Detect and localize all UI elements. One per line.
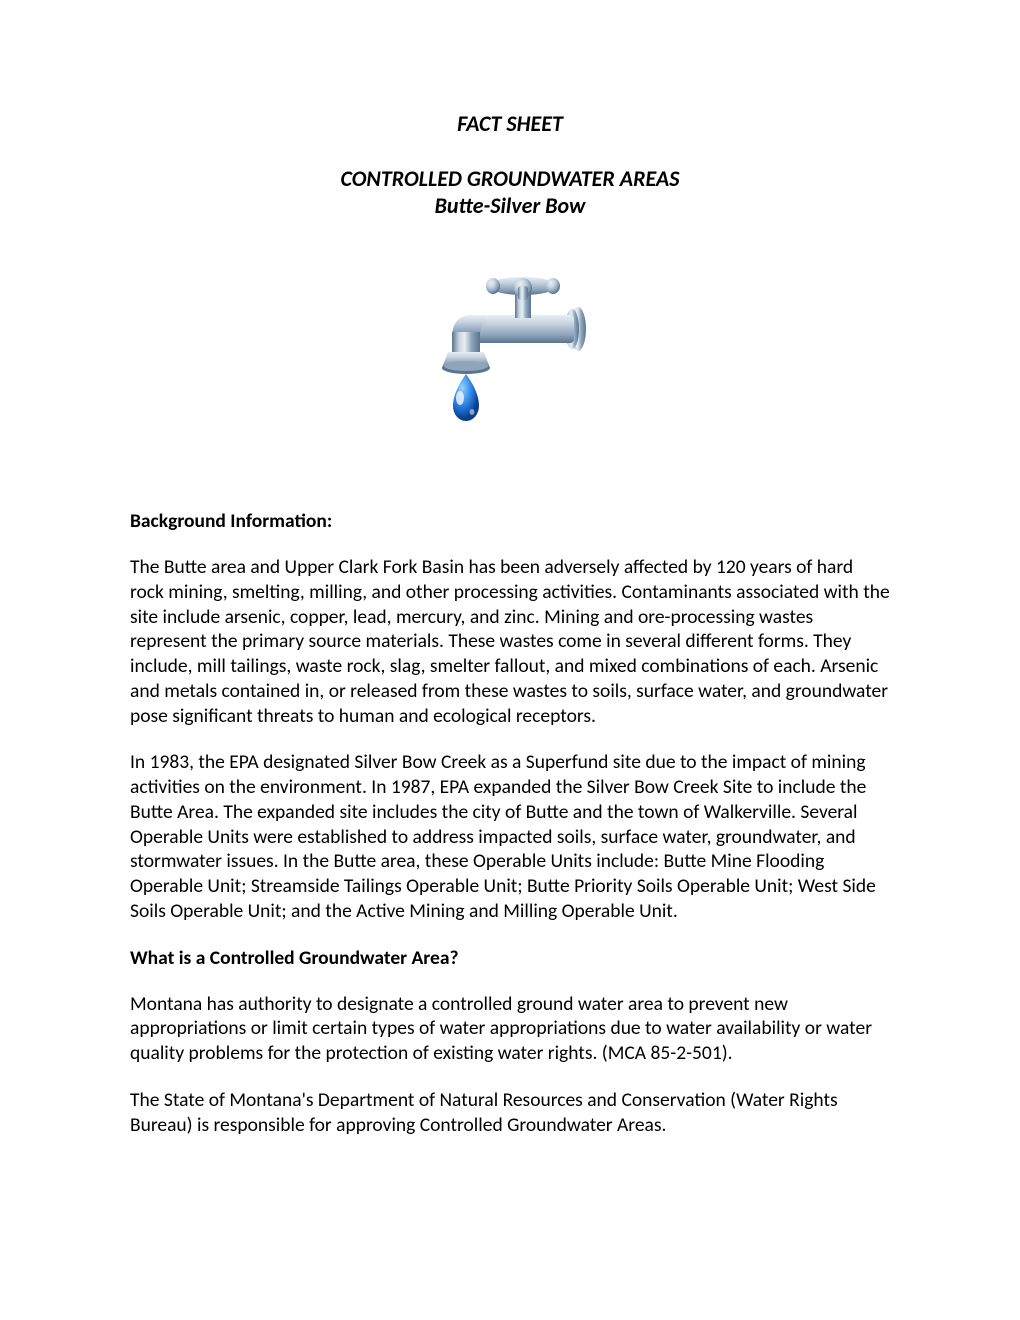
document-subtitle-2: Butte-Silver Bow — [130, 192, 890, 219]
document-subtitle-1: CONTROLLED GROUNDWATER AREAS — [130, 165, 890, 192]
cga-heading: What is a Controlled Groundwater Area? — [130, 946, 890, 970]
faucet-icon — [420, 274, 600, 444]
background-heading: Background Information: — [130, 509, 890, 533]
document-title: FACT SHEET — [130, 110, 890, 137]
cga-paragraph-2: The State of Montana's Department of Nat… — [130, 1088, 890, 1138]
background-paragraph-2: In 1983, the EPA designated Silver Bow C… — [130, 750, 890, 923]
title-block: FACT SHEET CONTROLLED GROUNDWATER AREAS … — [130, 110, 890, 219]
cga-paragraph-1: Montana has authority to designate a con… — [130, 992, 890, 1066]
faucet-illustration — [130, 274, 890, 449]
background-paragraph-1: The Butte area and Upper Clark Fork Basi… — [130, 555, 890, 728]
